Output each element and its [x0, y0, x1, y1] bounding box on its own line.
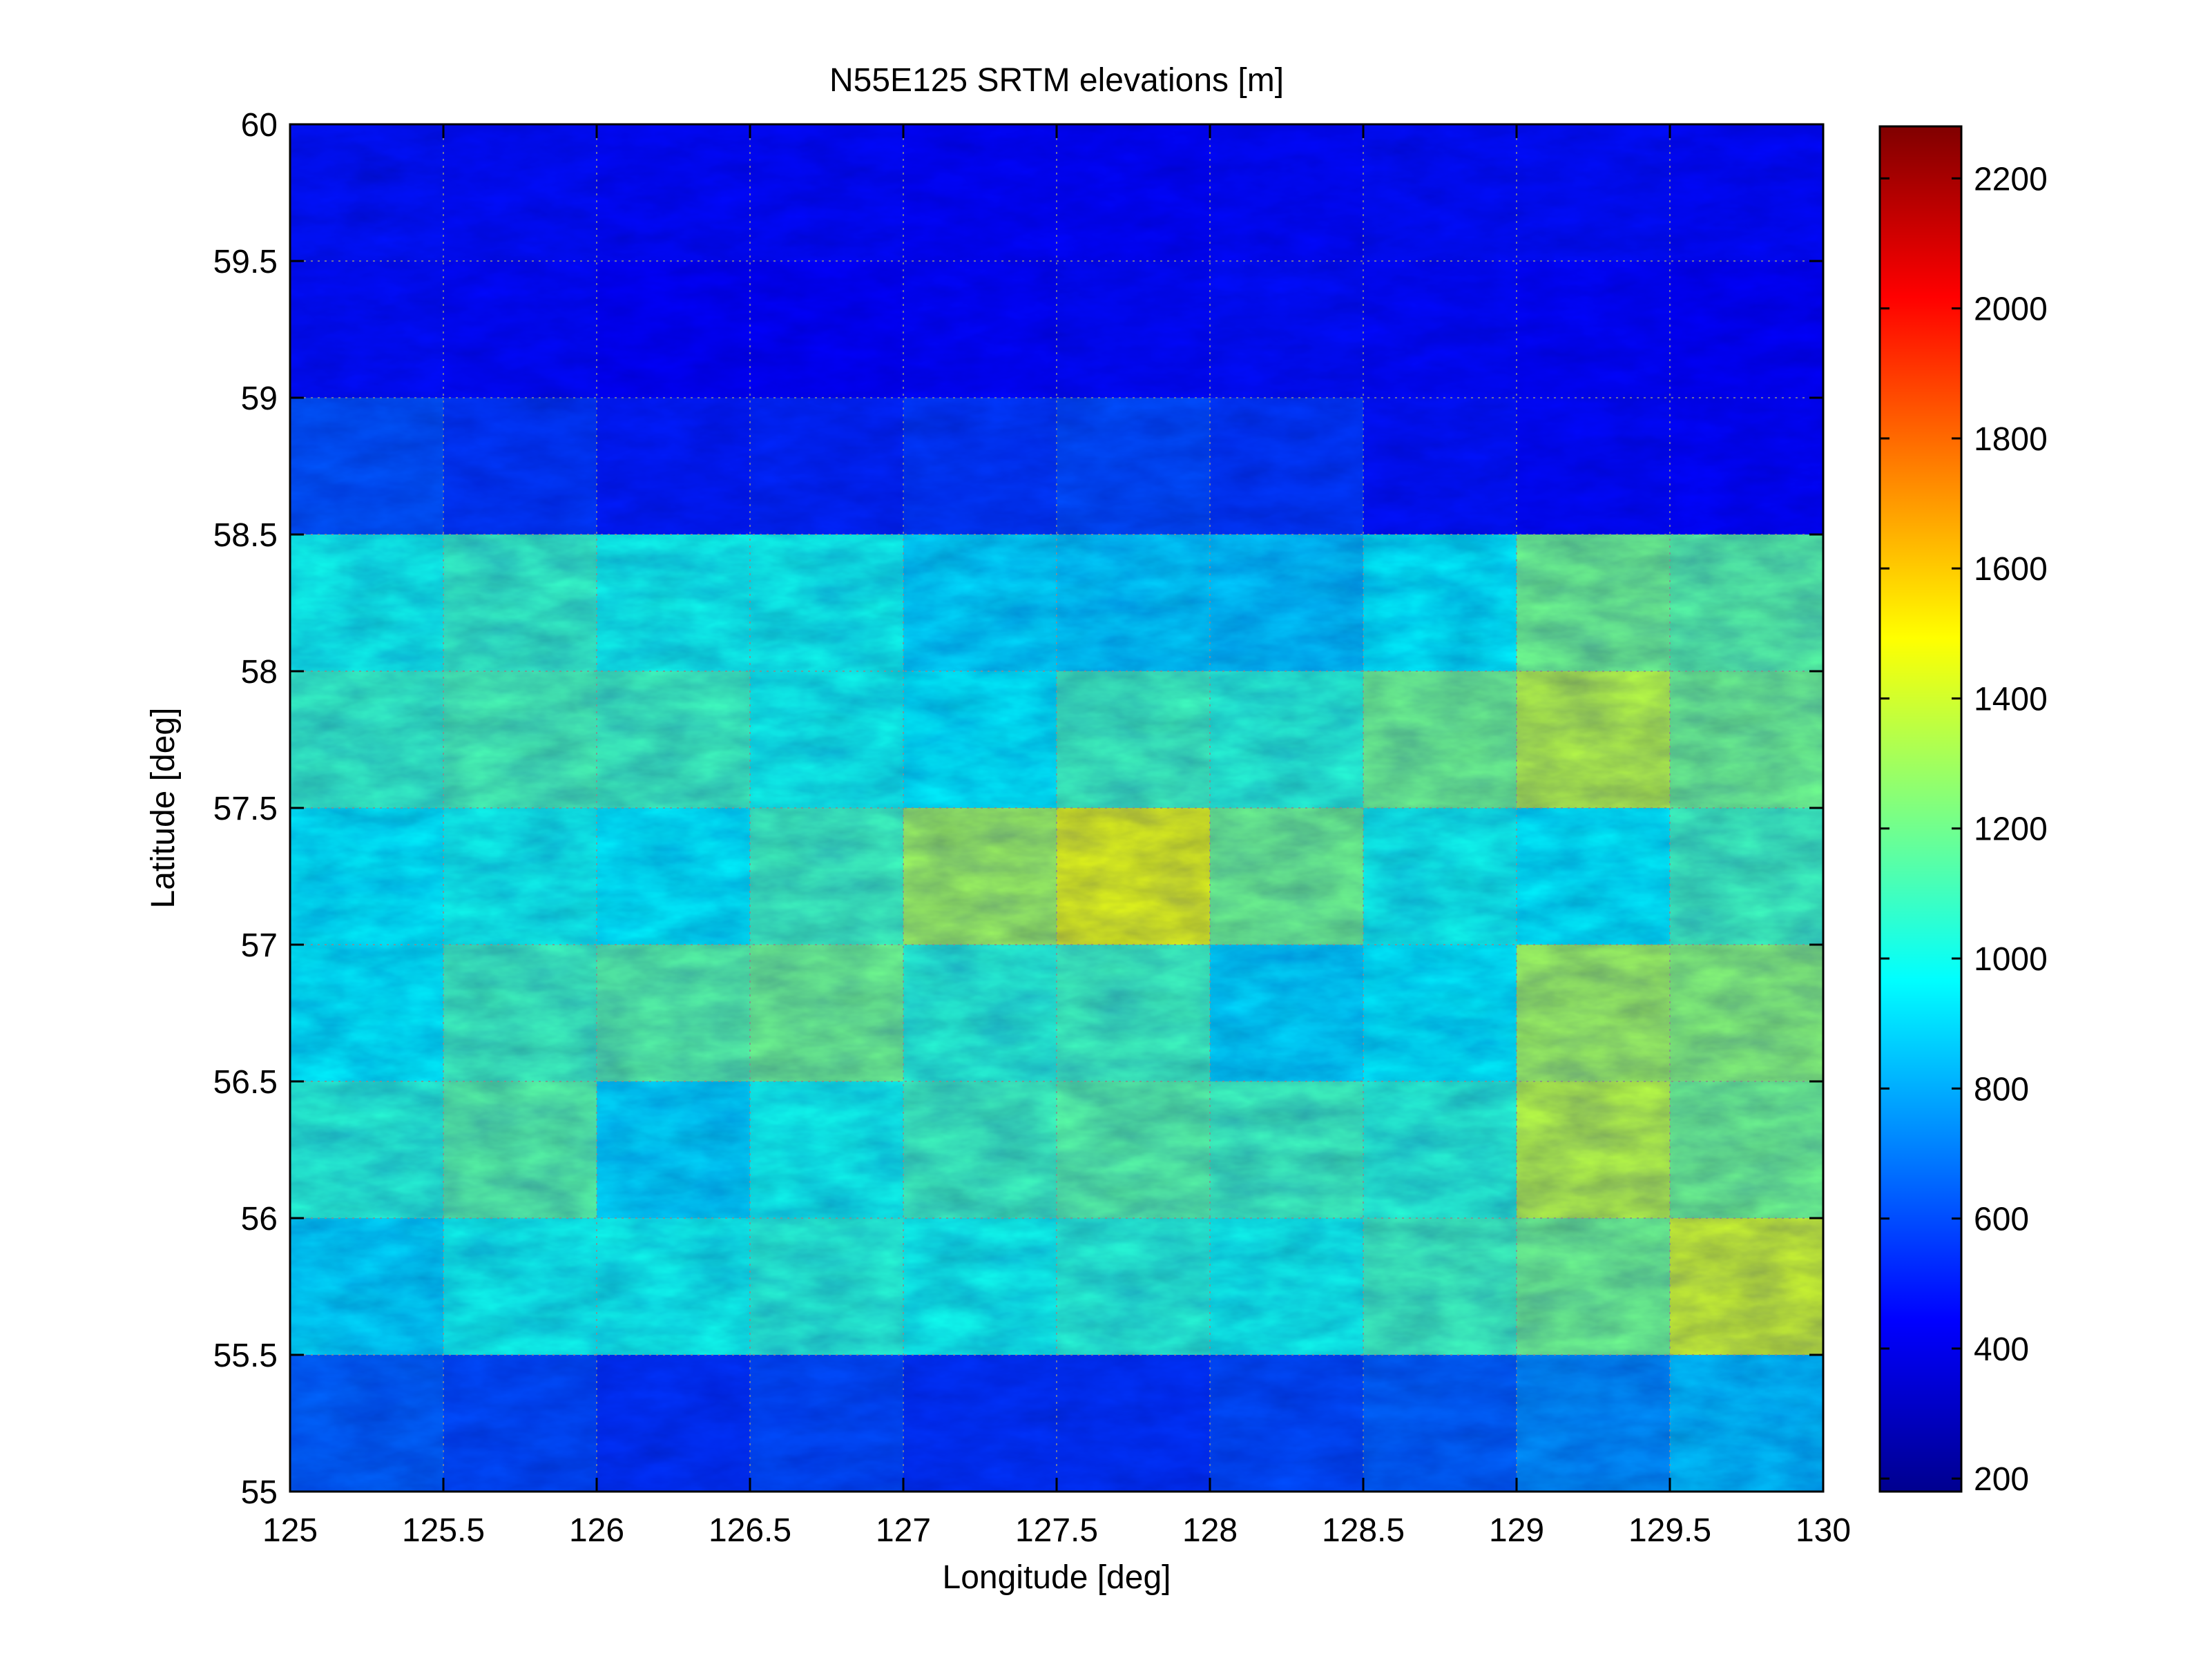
y-tick-label: 59.5 — [213, 244, 278, 280]
colorbar-tick-label: 400 — [1974, 1331, 2029, 1368]
x-tick-label: 128.5 — [1322, 1512, 1405, 1549]
x-tick-label: 125.5 — [402, 1512, 485, 1549]
y-tick-label: 60 — [241, 107, 278, 144]
grid-lines — [290, 124, 1823, 1492]
y-tick-label: 59 — [241, 380, 278, 417]
colorbar-tick-label: 2200 — [1974, 161, 2048, 197]
y-axis-label: Latitude [deg] — [145, 708, 182, 909]
y-tick-label: 57 — [241, 927, 278, 964]
x-tick-label: 130 — [1796, 1512, 1851, 1549]
x-axis: 125 125.5 126 126.5 127 127.5 128 128.5 129 129.5… — [262, 124, 1851, 1549]
x-tick-label: 126 — [569, 1512, 624, 1549]
x-axis-label: Longitude [deg] — [943, 1559, 1171, 1596]
colorbar-tick-label: 800 — [1974, 1071, 2029, 1108]
y-axis: 55 55.5 56 56.5 57 57.5 58 58.5 59 59.5 60 — [213, 107, 1823, 1511]
colorbar-tick-label: 1400 — [1974, 681, 2048, 717]
plot-area — [290, 124, 1823, 1492]
y-tick-label: 58 — [241, 654, 278, 691]
colorbar — [1878, 125, 1963, 1493]
y-tick-label: 57.5 — [213, 791, 278, 827]
y-tick-label: 58.5 — [213, 517, 278, 554]
x-tick-label: 129.5 — [1628, 1512, 1711, 1549]
x-tick-label: 127.5 — [1015, 1512, 1098, 1549]
y-tick-label: 56 — [241, 1201, 278, 1237]
y-tick-label: 56.5 — [213, 1064, 278, 1101]
x-tick-label: 129 — [1489, 1512, 1544, 1549]
x-tick-label: 125 — [262, 1512, 318, 1549]
y-tick-label: 55.5 — [213, 1338, 278, 1374]
colorbar-tick-label: 1800 — [1974, 421, 2048, 458]
colorbar-tick-label: 600 — [1974, 1202, 2029, 1238]
colorbar-ticks: 200 400 600 800 1000 1200 1400 1600 1800 2000 2200 — [1880, 161, 2048, 1498]
chart-title: N55E125 SRTM elevations [m] — [829, 62, 1284, 99]
colorbar-tick-label: 1000 — [1974, 941, 2048, 978]
colorbar-tick-label: 1200 — [1974, 811, 2048, 848]
x-tick-label: 126.5 — [709, 1512, 791, 1549]
x-tick-label: 128 — [1182, 1512, 1238, 1549]
colorbar-tick-label: 2000 — [1974, 291, 2048, 328]
colorbar-tick-label: 1600 — [1974, 551, 2048, 588]
x-tick-label: 127 — [876, 1512, 931, 1549]
y-tick-label: 55 — [241, 1474, 278, 1511]
colorbar-tick-label: 200 — [1974, 1461, 2029, 1498]
